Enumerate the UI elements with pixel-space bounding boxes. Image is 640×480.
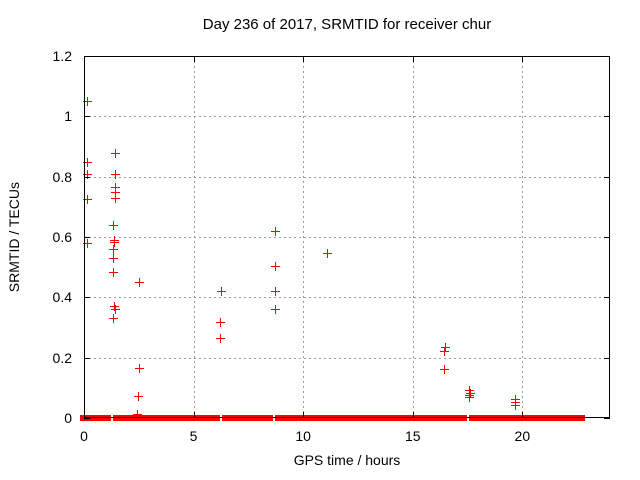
x-tick-label: 15 [404,428,421,444]
data-point [82,169,92,179]
gridline-horizontal [84,357,610,359]
plot-border-bottom [84,417,610,418]
x-tick-mark-bottom [193,412,195,418]
y-tick-mark-right [604,357,610,359]
data-point [439,347,449,357]
y-tick-label: 0.4 [52,289,72,306]
y-tick-mark-right [604,56,610,57]
y-tick-label: 0.8 [52,168,72,185]
x-tick-mark-top [412,56,414,62]
x-tick-mark-bottom [412,412,414,418]
x-tick-label: 20 [514,428,531,444]
x-tick-mark-bottom [84,412,85,418]
x-tick-label: 10 [295,428,311,444]
data-point [109,314,119,324]
x-tick-mark-top [303,56,305,62]
data-point [135,278,145,288]
y-tick-mark-left [84,418,90,419]
plot-border-top [84,56,610,57]
data-point [216,318,226,328]
gridline-vertical [193,56,195,418]
data-point [134,364,144,374]
data-point [464,386,474,396]
data-point [439,364,449,374]
data-point [271,226,281,236]
x-tick-mark-top [193,56,195,62]
y-tick-mark-left [84,297,90,299]
data-point [109,220,119,230]
data-point [110,304,120,314]
data-point [465,388,475,398]
data-point [109,237,119,247]
y-tick-mark-right [604,237,610,238]
gridline-horizontal [84,237,610,238]
data-point [109,245,119,255]
data-point [440,342,450,352]
x-tick-label: 5 [189,428,198,444]
y-tick-mark-left [84,56,90,57]
zero-band-gap [111,415,114,421]
data-point [109,254,119,264]
x-axis-title: GPS time / hours [293,452,401,468]
y-tick-label: 0.6 [52,229,72,245]
data-point [110,193,120,203]
data-point [111,148,121,158]
zero-band-gap [467,415,470,421]
y-tick-mark-left [84,237,90,238]
data-point [83,97,93,107]
y-tick-label: 0 [64,410,72,426]
data-point [111,169,121,179]
data-point [271,262,281,272]
y-axis-title-text: SRMTID / TECUs [6,181,22,293]
gridline-vertical [303,56,305,418]
chart-title: Day 236 of 2017, SRMTID for receiver chu… [202,16,492,33]
data-point [109,267,119,277]
y-tick-mark-right [604,297,610,299]
data-point [464,391,474,401]
y-tick-mark-left [84,116,90,118]
x-tick-label: 0 [80,428,88,444]
x-tick-mark-bottom [522,412,524,418]
data-point [323,248,333,258]
y-tick-mark-right [604,418,610,419]
y-tick-mark-right [604,176,610,178]
y-tick-mark-right [604,116,610,118]
data-point [134,392,144,402]
data-point [271,286,281,296]
plot-area [80,56,610,421]
y-tick-label: 1.2 [52,48,72,64]
gridline-horizontal [84,176,610,178]
gridline-horizontal [84,297,610,299]
zero-band-gap [219,415,222,421]
data-point [83,157,93,167]
gridline-horizontal [84,116,610,118]
data-point [133,410,143,420]
x-tick-mark-bottom [303,412,305,418]
data-point [82,239,92,249]
data-point [271,304,281,314]
gridline-vertical [412,56,414,418]
x-tick-mark-top [522,56,524,62]
data-point [216,287,226,297]
data-point [216,334,226,344]
data-point [465,393,475,403]
zero-band-gap [273,415,276,421]
y-tick-label: 0.2 [52,349,72,366]
y-tick-mark-left [84,176,90,178]
x-tick-mark-top [84,56,85,62]
data-point [82,195,92,205]
y-axis-title: SRMTID / TECUs [6,56,22,418]
data-point [510,401,520,411]
y-tick-label: 1 [64,108,72,125]
data-point [110,183,120,193]
y-tick-mark-left [84,357,90,359]
data-point [111,187,121,197]
zero-value-band [80,415,585,421]
gridline-vertical [522,56,524,418]
